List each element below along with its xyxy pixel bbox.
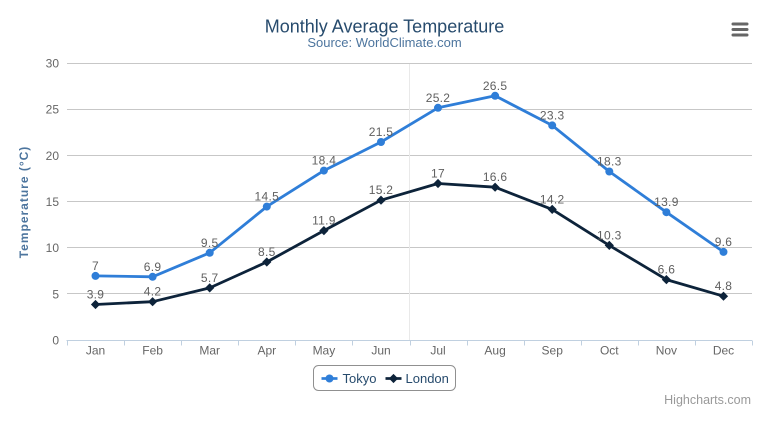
- svg-text:Feb: Feb: [142, 344, 163, 358]
- svg-text:6.9: 6.9: [144, 260, 162, 274]
- svg-text:4.8: 4.8: [715, 279, 733, 293]
- svg-text:Jul: Jul: [430, 344, 445, 358]
- svg-text:9.5: 9.5: [201, 236, 219, 250]
- svg-text:14.5: 14.5: [255, 190, 280, 204]
- svg-text:16.6: 16.6: [483, 170, 508, 184]
- svg-text:8.5: 8.5: [258, 245, 276, 259]
- svg-text:Nov: Nov: [656, 344, 677, 358]
- svg-text:14.2: 14.2: [540, 192, 565, 206]
- svg-text:7: 7: [92, 259, 99, 273]
- svg-text:Dec: Dec: [713, 344, 734, 358]
- svg-text:Source: WorldClimate.com: Source: WorldClimate.com: [307, 35, 461, 50]
- svg-text:Mar: Mar: [199, 344, 220, 358]
- svg-text:3.9: 3.9: [87, 288, 105, 302]
- svg-text:25.2: 25.2: [426, 91, 451, 105]
- svg-text:London: London: [406, 371, 449, 386]
- svg-text:11.9: 11.9: [312, 214, 336, 228]
- svg-text:23.3: 23.3: [540, 108, 565, 122]
- svg-text:Oct: Oct: [600, 344, 619, 358]
- svg-text:21.5: 21.5: [369, 125, 394, 139]
- svg-text:5: 5: [52, 287, 59, 301]
- svg-text:0: 0: [52, 334, 59, 348]
- svg-text:10: 10: [46, 241, 60, 255]
- svg-text:6.6: 6.6: [658, 263, 676, 277]
- svg-text:Jun: Jun: [371, 344, 390, 358]
- svg-text:26.5: 26.5: [483, 79, 508, 93]
- svg-text:5.7: 5.7: [201, 271, 219, 285]
- svg-text:Highcharts.com: Highcharts.com: [664, 393, 751, 407]
- svg-text:9.6: 9.6: [715, 235, 733, 249]
- svg-text:Tokyo: Tokyo: [343, 371, 377, 386]
- svg-text:Temperature (°C): Temperature (°C): [17, 146, 31, 259]
- svg-text:18.4: 18.4: [312, 154, 337, 168]
- svg-text:15: 15: [46, 195, 60, 209]
- svg-text:Apr: Apr: [257, 344, 276, 358]
- svg-text:4.2: 4.2: [144, 285, 162, 299]
- svg-text:10.3: 10.3: [597, 228, 622, 242]
- svg-text:20: 20: [46, 149, 60, 163]
- svg-text:Jan: Jan: [86, 344, 105, 358]
- svg-text:Aug: Aug: [484, 344, 505, 358]
- svg-text:May: May: [313, 344, 336, 358]
- svg-text:30: 30: [46, 57, 60, 71]
- svg-text:17: 17: [431, 167, 445, 181]
- svg-text:13.9: 13.9: [654, 195, 679, 209]
- svg-text:18.3: 18.3: [597, 155, 622, 169]
- svg-text:Sep: Sep: [542, 344, 564, 358]
- svg-text:15.2: 15.2: [369, 183, 394, 197]
- svg-text:Monthly Average Temperature: Monthly Average Temperature: [265, 17, 504, 37]
- svg-text:25: 25: [46, 103, 60, 117]
